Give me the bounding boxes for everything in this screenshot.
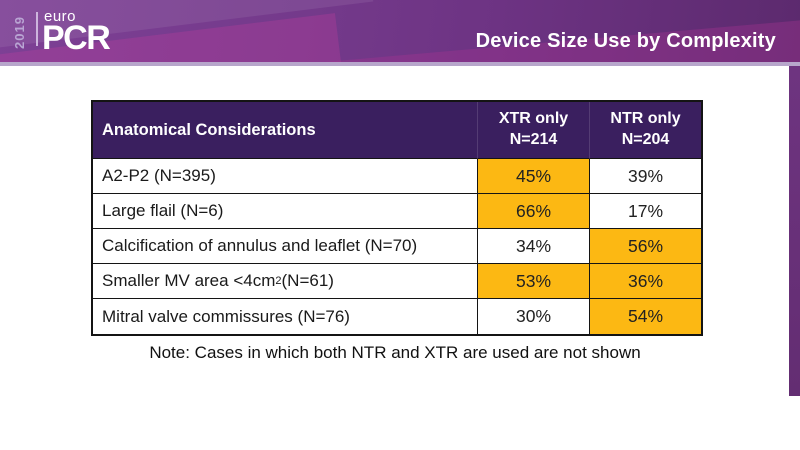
xtr-value-cell: 66%: [478, 194, 590, 229]
ntr-value-cell: 36%: [590, 264, 701, 299]
device-size-table: Anatomical Considerations XTR only N=214…: [91, 100, 703, 336]
row-label-text: Smaller MV area <4cm: [102, 271, 276, 290]
row-label-text: Mitral valve commissures (N=76): [102, 306, 350, 326]
xtr-value-cell: 45%: [478, 159, 590, 194]
ntr-value-cell: 56%: [590, 229, 701, 264]
ntr-header-line2: N=204: [621, 131, 670, 148]
row-label-text: A2-P2 (N=395): [102, 166, 216, 185]
xtr-header-line1: XTR only: [498, 110, 569, 128]
row-label-cell: Calcification of annulus and leaflet (N=…: [93, 229, 478, 264]
logo-divider-line: [36, 12, 38, 46]
row-label-post: (N=61): [281, 271, 334, 290]
xtr-value-cell: 53%: [478, 264, 590, 299]
ntr-value-cell: 17%: [590, 194, 701, 229]
row-label-text: Calcification of annulus and leaflet (N=…: [102, 236, 418, 255]
row-label-cell: Smaller MV area <4cm 2 (N=61): [93, 264, 478, 299]
header-cell-xtr: XTR only N=214: [478, 102, 590, 159]
row-label-text: Large flail (N=6): [102, 201, 224, 220]
row-label-cell: Large flail (N=6): [93, 194, 478, 229]
xtr-header-line2: N=214: [509, 131, 558, 148]
logo-pcr-text: PCR: [42, 19, 111, 57]
slide-title: Device Size Use by Complexity: [475, 30, 776, 52]
right-accent-bar: [789, 66, 800, 396]
footnote: Note: Cases in which both NTR and XTR ar…: [149, 343, 641, 362]
row-label-cell: Mitral valve commissures (N=76): [93, 299, 478, 334]
ntr-value-cell: 54%: [590, 299, 701, 334]
row-label-cell: A2-P2 (N=395): [93, 159, 478, 194]
header-cell-anatomical: Anatomical Considerations: [93, 102, 478, 159]
header-band: 2019 euro PCR Device Size Use by Complex…: [0, 0, 800, 66]
xtr-value-cell: 30%: [478, 299, 590, 334]
xtr-value-cell: 34%: [478, 229, 590, 264]
europcr-logo: 2019 euro PCR: [10, 4, 130, 60]
header-cell-ntr: NTR only N=204: [590, 102, 701, 159]
logo-year-text: 2019: [12, 16, 27, 50]
ntr-value-cell: 39%: [590, 159, 701, 194]
ntr-header-line1: NTR only: [610, 110, 681, 128]
logo-euro-text: euro: [44, 8, 77, 25]
